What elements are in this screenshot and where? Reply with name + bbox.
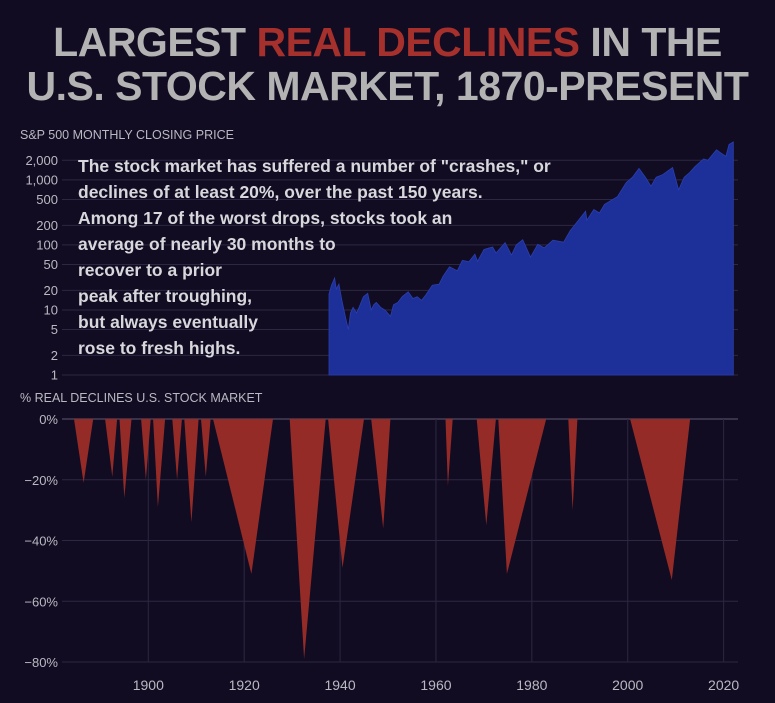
decline-episode — [184, 419, 199, 523]
price-y-tick-label: 100 — [36, 237, 58, 252]
decline-episode — [498, 419, 547, 574]
title-suffix: IN THE — [579, 19, 722, 65]
decline-x-tick-label: 2000 — [612, 677, 643, 693]
decline-y-tick-label: −40% — [24, 534, 58, 549]
annotation-line: The stock market has suffered a number o… — [78, 156, 551, 176]
decline-x-tick-label: 1920 — [229, 677, 260, 693]
decline-episode — [153, 419, 166, 508]
decline-x-tick-label: 1980 — [516, 677, 547, 693]
decline-episode — [119, 419, 132, 498]
decline-episode — [105, 419, 118, 477]
price-y-tick-label: 2,000 — [25, 153, 58, 168]
title-prefix: LARGEST — [53, 19, 257, 65]
decline-episode — [74, 419, 94, 483]
decline-x-tick-label: 2020 — [708, 677, 739, 693]
decline-episode — [328, 419, 364, 568]
price-chart-title: S&P 500 MONTHLY CLOSING PRICE — [20, 128, 234, 142]
decline-chart-series — [74, 419, 691, 659]
decline-x-tick-label: 1900 — [133, 677, 164, 693]
price-y-tick-label: 2 — [51, 348, 58, 363]
decline-x-tick-label: 1940 — [324, 677, 355, 693]
decline-y-tick-label: −60% — [24, 594, 58, 609]
price-y-tick-label: 10 — [44, 302, 58, 317]
annotation-line: declines of at least 20%, over the past … — [78, 182, 483, 202]
annotation-line: Among 17 of the worst drops, stocks took… — [78, 208, 453, 228]
price-y-tick-label: 500 — [36, 192, 58, 207]
decline-y-tick-label: 0% — [39, 412, 58, 427]
price-area — [328, 141, 734, 376]
price-y-tick-label: 1,000 — [25, 172, 58, 187]
decline-x-tick-label: 1960 — [420, 677, 451, 693]
annotation-line: average of nearly 30 months to — [78, 234, 336, 254]
price-y-tick-label: 50 — [44, 257, 58, 272]
decline-episode — [172, 419, 182, 480]
decline-y-tick-label: −20% — [24, 473, 58, 488]
decline-episode — [445, 419, 453, 486]
decline-episode — [371, 419, 391, 529]
price-chart-series — [328, 141, 734, 376]
price-y-tick-label: 20 — [44, 283, 58, 298]
decline-chart-title: % REAL DECLINES U.S. STOCK MARKET — [20, 391, 263, 405]
decline-episode — [476, 419, 496, 526]
decline-episode — [568, 419, 578, 511]
decline-episode — [141, 419, 151, 480]
annotation-line: peak after troughing, — [78, 286, 253, 306]
decline-chart-x-axis: 1900 1920 1940 1960 1980 2000 2020 — [133, 677, 740, 693]
price-chart-y-axis: 1 2 5 10 20 50 100 200 500 1,000 2,000 — [25, 153, 58, 383]
decline-chart-gridlines — [62, 418, 738, 663]
price-y-tick-label: 5 — [51, 322, 58, 337]
decline-episode — [289, 419, 326, 659]
decline-episode — [201, 419, 211, 477]
title-line-1: LARGEST REAL DECLINES IN THE — [0, 20, 775, 64]
decline-chart-y-axis: 0% −20% −40% −60% −80% — [24, 412, 58, 670]
annotation-line: rose to fresh highs. — [78, 338, 241, 358]
title-highlight: REAL DECLINES — [256, 19, 580, 65]
decline-episode — [630, 419, 691, 580]
annotation-line: but always eventually — [78, 312, 258, 332]
decline-episode — [213, 419, 273, 574]
title-line-2: U.S. STOCK MARKET, 1870-PRESENT — [26, 63, 749, 109]
annotation-line: recover to a prior — [78, 260, 222, 280]
price-y-tick-label: 200 — [36, 218, 58, 233]
decline-y-tick-label: −80% — [24, 655, 58, 670]
price-y-tick-label: 1 — [51, 368, 58, 383]
